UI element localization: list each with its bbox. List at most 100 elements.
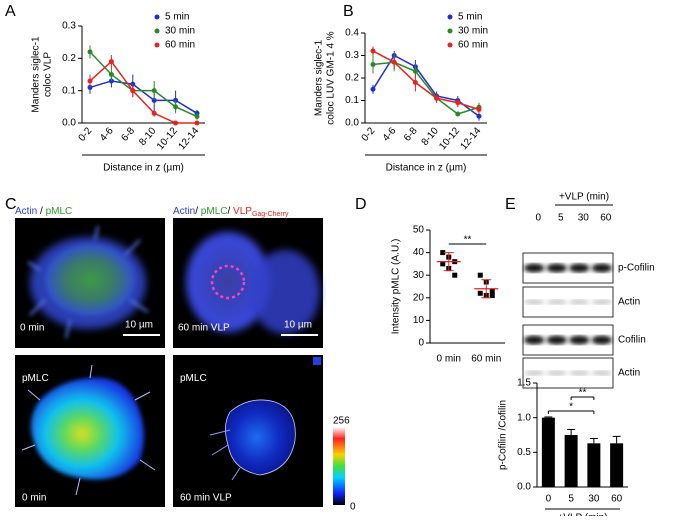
legend-label: 60 min — [165, 40, 195, 51]
micrograph-bottom-right — [173, 355, 323, 507]
y-tick-label: 0.0 — [517, 482, 531, 493]
x-tick-label: 4-6 — [98, 125, 116, 143]
bar — [610, 443, 624, 487]
series-line — [89, 60, 197, 124]
point — [477, 290, 483, 296]
image-time: 0 min — [22, 493, 46, 504]
y-tick-label: 0.2 — [345, 73, 359, 84]
band — [569, 335, 590, 345]
row-label: Cofilin — [618, 335, 646, 346]
point — [476, 107, 482, 112]
y-axis-label: Intensity pMLC (A.U.) — [391, 239, 402, 335]
band — [546, 370, 567, 376]
title-part: / — [227, 206, 233, 217]
point — [440, 261, 446, 267]
series-line — [372, 61, 480, 115]
y-axis-label: Manders siglec-1 — [314, 39, 325, 116]
y-tick-label: 20 — [413, 292, 425, 303]
title-part: pMLC — [46, 206, 73, 217]
y-tick-label: 40 — [413, 247, 425, 258]
x-tick-label: 0 — [546, 494, 552, 505]
point — [151, 110, 157, 116]
x-tick-label: 5 — [568, 494, 574, 505]
bar — [564, 435, 578, 487]
panel-label: C — [5, 196, 17, 213]
y-tick-label: 50 — [413, 225, 425, 236]
point — [108, 72, 114, 77]
point — [370, 62, 376, 67]
x-tick-label: 0 min — [437, 354, 461, 365]
x-tick-label: 6-8 — [402, 125, 420, 143]
band — [546, 299, 567, 305]
point — [412, 68, 418, 74]
title-part: pMLC — [201, 206, 228, 217]
x-tick-label: 0-2 — [77, 125, 95, 143]
legend-label: 60 min — [458, 40, 488, 51]
series-line — [372, 50, 480, 111]
title-part: pMLC — [180, 373, 207, 384]
western-blot: +VLP (min) 0 5 30 60 p-Cofilin Actin Cofilin Act… — [522, 192, 655, 389]
legend-marker — [447, 28, 453, 34]
title-part: Gag-Cherry — [252, 211, 289, 218]
legend-marker — [154, 42, 160, 48]
y-tick-label: 0.5 — [517, 447, 531, 458]
point — [455, 111, 461, 117]
significance-label: * — [569, 402, 573, 413]
point — [440, 250, 446, 256]
band — [524, 299, 545, 305]
panel-label: A — [5, 3, 16, 20]
title-part: pMLC — [22, 373, 49, 384]
row-label: p-Cofilin — [618, 263, 655, 274]
image-time: 60 min VLP — [178, 323, 230, 334]
row-label: Actin — [618, 368, 640, 379]
colorbar-max: 256 — [333, 416, 350, 427]
point — [370, 86, 376, 92]
panel-label: D — [355, 196, 367, 213]
image-title: Actin/ pMLC/ VLPGag-Cherry — [173, 206, 289, 218]
title-part: Actin — [15, 206, 37, 217]
lane-label: 0 — [535, 213, 541, 224]
point — [391, 59, 397, 65]
band — [569, 370, 590, 376]
point — [412, 80, 418, 85]
panel-label: E — [505, 196, 516, 213]
x-tick-label: 10-12 — [155, 125, 180, 152]
x-tick-label: 60 min — [471, 354, 501, 365]
band — [591, 299, 612, 305]
lane-label: 5 — [558, 213, 564, 224]
x-tick-label: 10-12 — [437, 125, 462, 152]
image-time: 60 min VLP — [180, 493, 232, 504]
legend-marker — [154, 28, 160, 34]
scale-label: 10 µm — [284, 320, 312, 331]
point — [87, 49, 93, 55]
band — [569, 263, 590, 273]
row-label: Actin — [618, 297, 640, 308]
y-axis-label: coloc VLP — [43, 52, 54, 97]
y-axis-label: p-Cofilin /Cofilin — [498, 400, 509, 470]
y-tick-label: 0.3 — [345, 50, 359, 61]
series-line — [89, 80, 198, 114]
lane-label: 60 — [600, 213, 612, 224]
band — [524, 370, 545, 376]
significance-label: ** — [579, 388, 587, 399]
y-tick-label: 0.0 — [345, 118, 359, 129]
point — [455, 100, 461, 106]
x-axis-label: +VLP (min) — [557, 513, 607, 516]
y-tick-label: 0.2 — [62, 53, 76, 64]
point — [151, 88, 157, 94]
title-part: / — [195, 206, 201, 217]
colorbar — [333, 427, 345, 505]
x-tick-label: 30 — [588, 494, 600, 505]
point — [108, 59, 114, 65]
colorbar-min: 0 — [350, 502, 356, 513]
x-tick-label: 0-2 — [360, 125, 378, 143]
point — [434, 95, 440, 101]
image-time: 0 min — [20, 323, 44, 334]
micrograph-bottom-left — [15, 355, 165, 507]
band — [569, 299, 590, 305]
point — [370, 48, 376, 54]
band — [546, 335, 567, 345]
y-tick-label: 30 — [413, 270, 425, 281]
